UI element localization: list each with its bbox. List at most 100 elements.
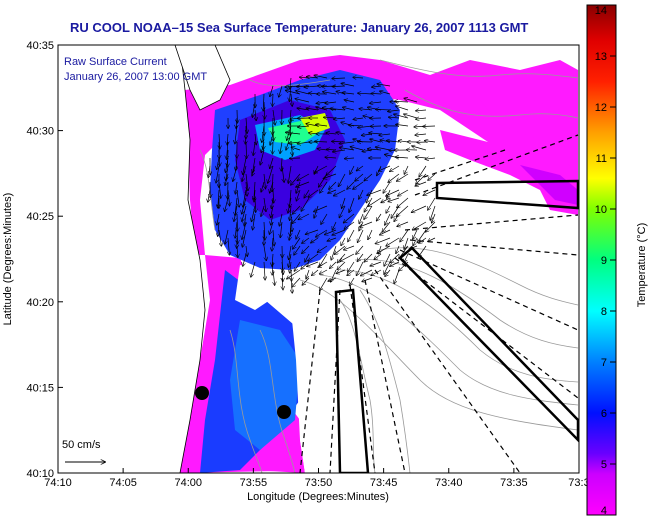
current-vector bbox=[291, 93, 292, 106]
current-vector bbox=[270, 85, 274, 97]
current-vector bbox=[370, 102, 382, 103]
current-vector bbox=[357, 253, 364, 261]
current-vector bbox=[355, 173, 364, 181]
current-vector bbox=[237, 229, 238, 244]
current-vector bbox=[374, 253, 382, 259]
current-vector bbox=[279, 85, 283, 97]
current-vector bbox=[228, 189, 230, 206]
current-vector bbox=[356, 245, 364, 254]
current-vector bbox=[413, 229, 418, 239]
current-vector bbox=[252, 205, 256, 222]
colorbar-tick-label: 6 bbox=[601, 408, 607, 420]
current-vector bbox=[368, 229, 373, 240]
current-vector bbox=[338, 173, 346, 186]
current-vector bbox=[425, 141, 436, 142]
current-vector bbox=[430, 205, 436, 220]
current-vector bbox=[357, 165, 364, 171]
current-vector bbox=[426, 221, 436, 232]
current-vector bbox=[296, 229, 301, 239]
current-vector bbox=[386, 237, 400, 246]
current-vector bbox=[390, 253, 400, 263]
x-axis-label: Longitude (Degrees:Minutes) bbox=[247, 491, 389, 503]
current-vector bbox=[227, 133, 228, 145]
current-vector bbox=[416, 110, 427, 111]
current-vector bbox=[327, 237, 337, 241]
current-vector bbox=[271, 213, 273, 225]
current-vector bbox=[348, 261, 355, 272]
bathymetry-contours bbox=[199, 59, 579, 473]
current-vector bbox=[217, 213, 219, 225]
x-tick-label: 74:10 bbox=[44, 477, 72, 489]
current-vector bbox=[237, 245, 238, 257]
current-vector bbox=[382, 221, 391, 232]
current-vector bbox=[245, 133, 246, 144]
current-vector bbox=[242, 205, 247, 221]
current-vector bbox=[361, 269, 373, 276]
current-vector bbox=[236, 117, 237, 128]
colorbar: 14 13 12 11 10 9 8 7 6 5 4 Temperature (°C) bbox=[586, 4, 648, 517]
current-vector bbox=[336, 132, 346, 134]
current-vector bbox=[306, 269, 310, 279]
current-vector bbox=[344, 100, 355, 102]
current-vector bbox=[326, 133, 337, 134]
current-vector bbox=[282, 165, 284, 182]
current-vector bbox=[237, 213, 238, 231]
current-vector bbox=[390, 261, 400, 266]
current-vector bbox=[264, 197, 266, 212]
current-vector bbox=[208, 189, 210, 202]
current-vector bbox=[246, 173, 248, 191]
current-vector bbox=[416, 118, 427, 119]
current-vector bbox=[325, 102, 337, 103]
colorbar-tick-label: 5 bbox=[601, 459, 607, 471]
y-tick-label: 40:10 bbox=[26, 468, 54, 480]
current-vector bbox=[235, 221, 237, 238]
colorbar-tick-label: 11 bbox=[596, 153, 607, 165]
current-vector bbox=[294, 261, 301, 271]
current-vector bbox=[254, 189, 255, 202]
current-vector bbox=[385, 213, 391, 225]
current-vector bbox=[344, 221, 355, 229]
current-vector bbox=[263, 133, 264, 149]
current-vector bbox=[425, 158, 436, 159]
colorbar-tick-label: 9 bbox=[601, 255, 607, 267]
current-vector bbox=[342, 93, 355, 94]
current-vector bbox=[339, 205, 346, 218]
current-vector bbox=[243, 189, 247, 207]
current-vector bbox=[391, 205, 400, 218]
x-tick-label: 73:50 bbox=[305, 477, 333, 489]
current-vector bbox=[314, 165, 328, 173]
current-vector bbox=[323, 92, 337, 94]
y-tick-label: 40:25 bbox=[26, 211, 54, 223]
current-vector bbox=[344, 213, 355, 223]
current-vector bbox=[428, 237, 436, 242]
current-vector bbox=[235, 181, 237, 194]
current-vector bbox=[269, 221, 274, 234]
current-vector bbox=[264, 221, 265, 240]
current-vector bbox=[292, 277, 301, 287]
current-vector bbox=[376, 147, 391, 151]
map-title: RU COOL NOAA–15 Sea Surface Temperature:… bbox=[70, 20, 529, 35]
current-vector bbox=[236, 189, 239, 207]
current-vector bbox=[353, 181, 364, 189]
current-vector bbox=[297, 142, 310, 144]
current-vector bbox=[329, 181, 337, 189]
current-vector bbox=[242, 221, 247, 239]
current-vector bbox=[343, 107, 355, 111]
x-axis-ticks: 74:10 74:05 74:00 73:55 73:50 73:45 73:40 73:35… bbox=[44, 468, 590, 489]
current-vector bbox=[225, 173, 229, 185]
current-vector bbox=[359, 213, 364, 224]
current-vector bbox=[293, 205, 301, 214]
current-vector bbox=[298, 213, 310, 220]
current-vector bbox=[297, 173, 310, 181]
current-vector bbox=[428, 197, 436, 210]
x-tick-label: 73:55 bbox=[240, 477, 268, 489]
current-vector bbox=[349, 197, 355, 212]
current-vector bbox=[394, 213, 400, 221]
current-vector bbox=[227, 141, 229, 159]
current-vector bbox=[308, 253, 319, 261]
current-vector bbox=[296, 189, 301, 201]
current-vector bbox=[312, 269, 319, 275]
current-vector bbox=[400, 229, 409, 242]
current-vector bbox=[347, 181, 355, 189]
current-vector bbox=[317, 245, 328, 252]
